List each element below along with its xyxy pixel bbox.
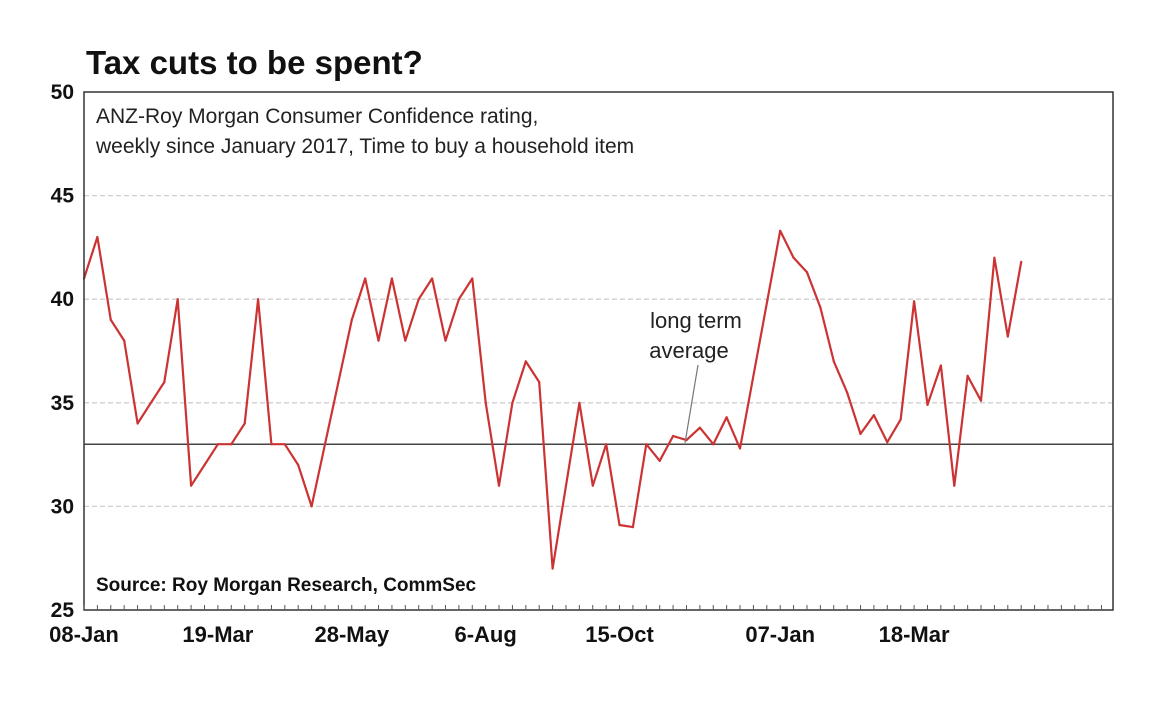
data-point <box>471 277 474 280</box>
data-point <box>819 306 822 309</box>
data-point <box>993 256 996 259</box>
data-point <box>484 401 487 404</box>
x-tick-label: 15-Oct <box>585 622 654 647</box>
data-point <box>538 380 541 384</box>
data-point <box>792 256 795 259</box>
data-point <box>256 298 260 301</box>
data-point <box>149 401 153 404</box>
x-tick-label: 19-Mar <box>182 622 253 647</box>
subtitle-line-2: weekly since January 2017, Time to buy a… <box>95 135 634 158</box>
data-point <box>698 426 701 429</box>
chart-title: Tax cuts to be spent? <box>86 44 423 81</box>
data-point <box>96 235 99 239</box>
data-point <box>323 443 327 446</box>
data-point <box>738 447 742 450</box>
reference-label-line-1: long term <box>650 308 742 333</box>
data-point <box>404 339 407 342</box>
data-point <box>564 484 568 487</box>
data-point <box>457 298 460 301</box>
y-tick-label: 25 <box>51 599 75 622</box>
data-point <box>712 443 715 446</box>
data-point <box>846 391 849 394</box>
data-point <box>203 463 206 467</box>
data-point <box>671 434 675 438</box>
y-tick-label: 30 <box>51 495 74 518</box>
data-point <box>364 277 367 280</box>
x-tick-label: 08-Jan <box>49 622 119 647</box>
data-point <box>524 360 527 363</box>
x-tick-label: 07-Jan <box>745 622 815 647</box>
data-point <box>511 401 514 404</box>
data-point <box>551 567 554 570</box>
reference-label-pointer <box>684 364 699 444</box>
x-tick-labels: 08-Jan 19-Mar 28-May 6-Aug 15-Oct 07-Jan 18-Ma… <box>49 622 950 647</box>
y-tick-label: 40 <box>51 288 74 311</box>
data-point <box>591 484 594 487</box>
subtitle-line-1: ANZ-Roy Morgan Consumer Confidence ratin… <box>96 105 538 128</box>
data-point <box>953 484 956 487</box>
data-point <box>578 401 581 404</box>
data-point <box>136 422 139 425</box>
data-point <box>377 339 380 342</box>
data-point <box>886 441 889 444</box>
data-point <box>872 414 876 417</box>
data-point <box>658 459 661 462</box>
data-point <box>431 277 434 280</box>
data-point <box>631 526 635 529</box>
x-tick-label: 28-May <box>314 622 389 647</box>
y-tick-label: 45 <box>51 185 75 208</box>
y-tick-label: 50 <box>51 81 74 104</box>
data-point <box>297 463 300 467</box>
data-point <box>859 432 862 435</box>
data-point <box>899 418 902 421</box>
x-tick-label: 18-Mar <box>879 622 950 647</box>
data-point <box>216 443 219 446</box>
data-point <box>190 484 193 487</box>
data-point <box>926 403 929 406</box>
plot-frame <box>83 91 1114 611</box>
gridlines <box>84 194 1113 508</box>
y-tick-labels: 25 30 35 40 45 50 <box>51 81 75 622</box>
data-point <box>832 360 835 363</box>
data-point <box>350 318 353 322</box>
data-point <box>605 443 608 446</box>
data-point <box>805 271 809 274</box>
data-point <box>725 416 728 419</box>
data-point <box>939 364 942 367</box>
y-tick-label: 35 <box>51 392 75 415</box>
data-point <box>645 443 648 446</box>
data-point <box>912 300 916 303</box>
data-point <box>337 380 340 384</box>
data-point <box>310 505 313 508</box>
data-point <box>283 443 286 446</box>
data-point <box>176 298 179 301</box>
data-point <box>1006 335 1009 338</box>
data-point <box>270 443 273 446</box>
data-point <box>123 339 126 342</box>
reference-label-line-2: average <box>649 338 729 363</box>
data-point <box>230 443 233 446</box>
x-minor-ticks <box>83 605 1103 610</box>
data-point <box>618 523 621 527</box>
data-point <box>979 399 983 402</box>
data-point <box>417 298 420 301</box>
series-line <box>82 229 1023 570</box>
data-point <box>966 374 969 377</box>
data-point <box>779 229 782 232</box>
x-tick-label: 6-Aug <box>454 622 516 647</box>
data-point <box>444 339 447 342</box>
data-point <box>390 277 394 280</box>
data-point <box>497 484 501 487</box>
series-group <box>82 229 1023 570</box>
data-point <box>1020 260 1023 264</box>
source-note: Source: Roy Morgan Research, CommSec <box>96 575 477 596</box>
data-point <box>109 318 112 322</box>
data-point <box>243 422 246 425</box>
data-point <box>163 380 166 384</box>
